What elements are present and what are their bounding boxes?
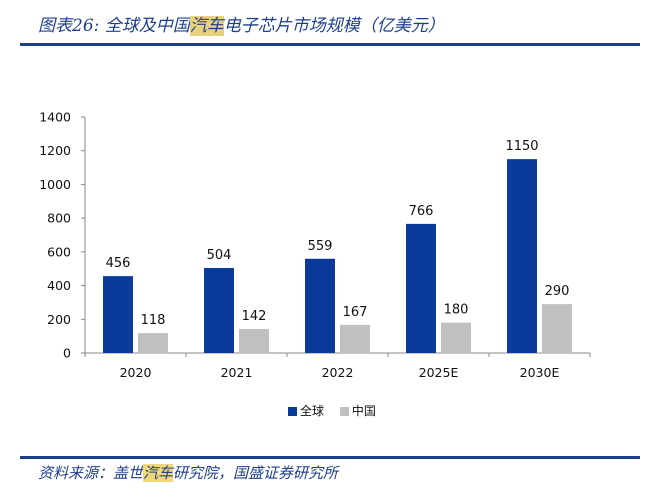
figure-title: 图表26: 全球及中国汽车电子芯片市场规模（亿美元） (38, 11, 445, 36)
data-label-china: 180 (444, 303, 469, 318)
bar-china (441, 322, 471, 353)
data-label-global: 504 (207, 248, 232, 263)
y-tick-label: 0 (63, 346, 71, 361)
x-tick-label: 2030E (520, 365, 560, 380)
y-tick-label: 600 (47, 244, 71, 259)
title-divider (20, 43, 640, 46)
x-tick-label: 2021 (221, 365, 253, 380)
bar-global (305, 258, 335, 353)
source-highlight: 汽车 (143, 464, 174, 482)
legend-label-global: 全球 (300, 404, 325, 418)
bar-global (507, 159, 537, 353)
y-tick-label: 800 (47, 211, 71, 226)
data-label-global: 766 (409, 204, 434, 219)
source-suffix: 研究院，国盛证券研究所 (173, 464, 339, 482)
data-label-global: 456 (106, 256, 131, 271)
bar-china (542, 304, 572, 353)
title-suffix: 电子芯片市场规模（亿美元） (223, 16, 445, 36)
legend-swatch-global (288, 407, 297, 416)
y-tick-label: 1000 (39, 177, 71, 192)
y-tick-label: 1200 (39, 143, 71, 158)
source-note: 资料来源：盖世汽车研究院，国盛证券研究所 (38, 462, 338, 483)
bar-global (406, 223, 436, 353)
bar-china (138, 333, 168, 353)
bar-china (340, 324, 370, 353)
data-label-global: 1150 (505, 139, 538, 154)
legend-item-china: 中国 (339, 404, 376, 418)
x-tick-label: 2022 (322, 365, 354, 380)
title-highlight: 汽车 (189, 16, 224, 36)
x-tick-label: 2020 (120, 365, 152, 380)
bar-global (204, 268, 234, 353)
data-label-china: 118 (141, 313, 166, 328)
title-bar: 图表26: 全球及中国汽车电子芯片市场规模（亿美元） (0, 0, 649, 46)
legend-swatch-china (339, 407, 349, 416)
legend-item-global: 全球 (288, 404, 324, 418)
data-label-china: 290 (545, 284, 570, 299)
chart-legend: 全球 中国 (288, 402, 388, 419)
y-tick-label: 400 (47, 278, 71, 293)
data-label-china: 142 (242, 309, 267, 324)
y-tick-label: 1400 (39, 110, 71, 125)
source-prefix: 资料来源：盖世 (38, 464, 144, 482)
title-prefix: 图表26: 全球及中国 (38, 16, 190, 36)
y-tick-label: 200 (47, 312, 71, 327)
data-label-china: 167 (343, 305, 368, 320)
bar-global (103, 276, 133, 353)
x-tick-label: 2025E (419, 365, 459, 380)
legend-label-china: 中国 (351, 404, 376, 418)
data-label-global: 559 (308, 239, 333, 254)
bar-china (239, 329, 269, 353)
footer-divider (20, 456, 640, 459)
